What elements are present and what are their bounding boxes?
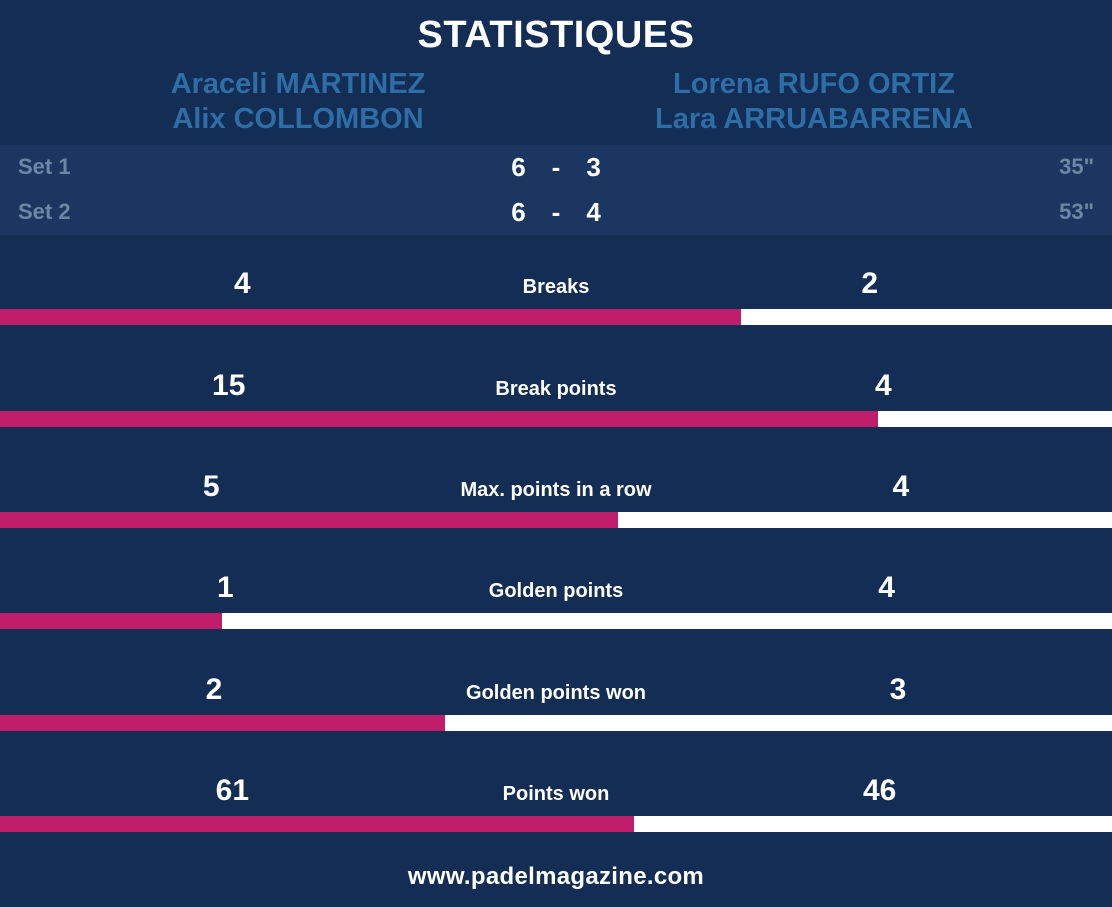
- stat-label: Max. points in a row: [452, 479, 659, 502]
- team-right-player-2: Lara ARRUABARRENA: [655, 102, 973, 137]
- set-score: 6 - 3: [110, 152, 1002, 183]
- stat-label: Points won: [495, 783, 618, 806]
- set-score-left: 6: [511, 197, 525, 228]
- stat-head: 1 Golden points 4: [0, 571, 1112, 613]
- stat-value-left: 5: [20, 470, 452, 504]
- team-left-player-1: Araceli MARTINEZ: [171, 67, 426, 102]
- stat-bar-fill: [0, 309, 741, 325]
- team-right-player-1: Lorena RUFO ORTIZ: [673, 67, 955, 102]
- stat-head: 4 Breaks 2: [0, 267, 1112, 309]
- set-label: Set 1: [0, 154, 110, 180]
- set-score-right: 3: [586, 152, 600, 183]
- stat-value-right: 4: [631, 571, 1092, 605]
- stat-bar-track: [0, 613, 1112, 629]
- set-row: Set 1 6 - 3 35": [0, 145, 1112, 190]
- stat-head: 15 Break points 4: [0, 369, 1112, 411]
- page-title: STATISTIQUES: [0, 14, 1112, 57]
- stat-value-left: 61: [20, 774, 495, 808]
- set-score: 6 - 4: [110, 197, 1002, 228]
- stat-bar-track: [0, 309, 1112, 325]
- stat-value-left: 4: [20, 267, 515, 301]
- stat-label: Golden points won: [458, 682, 654, 705]
- sets-band: Set 1 6 - 3 35" Set 2 6 - 4 53": [0, 145, 1112, 235]
- stat-bar-fill: [0, 613, 222, 629]
- stat-bar-track: [0, 512, 1112, 528]
- stat-label: Breaks: [515, 276, 598, 299]
- set-time: 35": [1002, 154, 1112, 180]
- stat-row: 4 Breaks 2: [0, 253, 1112, 325]
- team-left-player-2: Alix COLLOMBON: [172, 102, 423, 137]
- teams-row: Araceli MARTINEZ Alix COLLOMBON Lorena R…: [0, 67, 1112, 145]
- stat-bar-fill: [0, 816, 634, 832]
- stat-bar-track: [0, 411, 1112, 427]
- stat-row: 5 Max. points in a row 4: [0, 456, 1112, 528]
- team-left: Araceli MARTINEZ Alix COLLOMBON: [40, 67, 556, 137]
- stat-value-left: 2: [20, 673, 458, 707]
- stat-bar-fill: [0, 411, 878, 427]
- stat-label: Golden points: [481, 580, 631, 603]
- footer-link[interactable]: www.padelmagazine.com: [0, 849, 1112, 907]
- set-label: Set 2: [0, 199, 110, 225]
- set-score-separator: -: [552, 152, 561, 183]
- stat-row: 15 Break points 4: [0, 355, 1112, 427]
- stat-head: 2 Golden points won 3: [0, 673, 1112, 715]
- stat-head: 61 Points won 46: [0, 774, 1112, 816]
- set-time: 53": [1002, 199, 1112, 225]
- stat-bar-track: [0, 816, 1112, 832]
- stat-value-left: 15: [20, 369, 487, 403]
- stat-bar-track: [0, 715, 1112, 731]
- stat-label: Break points: [487, 378, 624, 401]
- stat-value-right: 4: [660, 470, 1092, 504]
- set-score-separator: -: [552, 197, 561, 228]
- stat-bar-fill: [0, 715, 445, 731]
- stat-value-right: 46: [617, 774, 1092, 808]
- stat-row: 61 Points won 46: [0, 760, 1112, 832]
- set-score-left: 6: [511, 152, 525, 183]
- set-score-right: 4: [586, 197, 600, 228]
- stat-row: 1 Golden points 4: [0, 557, 1112, 629]
- stat-value-right: 4: [625, 369, 1092, 403]
- stat-head: 5 Max. points in a row 4: [0, 470, 1112, 512]
- set-row: Set 2 6 - 4 53": [0, 190, 1112, 235]
- stat-value-left: 1: [20, 571, 481, 605]
- stat-bar-fill: [0, 512, 618, 528]
- team-right: Lorena RUFO ORTIZ Lara ARRUABARRENA: [556, 67, 1072, 137]
- stats-list: 4 Breaks 2 15 Break points 4 5 Max. poin…: [0, 235, 1112, 849]
- stat-value-right: 2: [597, 267, 1092, 301]
- stat-value-right: 3: [654, 673, 1092, 707]
- stat-row: 2 Golden points won 3: [0, 659, 1112, 731]
- stats-card: STATISTIQUES Araceli MARTINEZ Alix COLLO…: [0, 0, 1112, 907]
